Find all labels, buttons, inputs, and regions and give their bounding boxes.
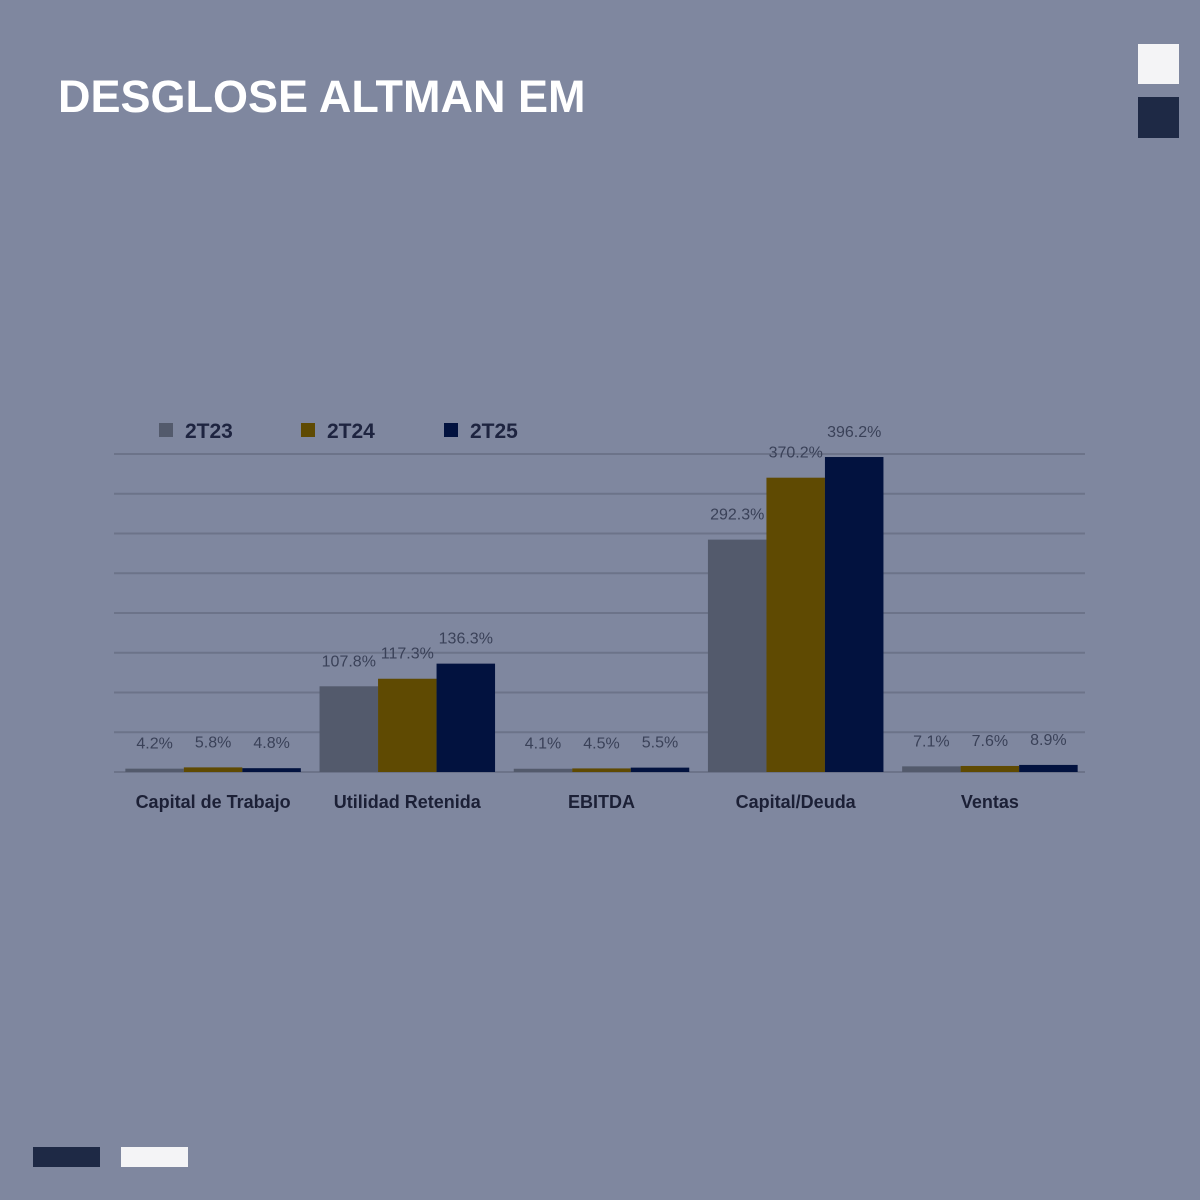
chart-legend: 2T23 2T24 2T25 — [159, 420, 518, 443]
bar — [378, 678, 437, 772]
data-label: 136.3% — [439, 631, 493, 648]
bar — [125, 768, 184, 772]
bar — [242, 768, 301, 772]
legend-swatch — [301, 423, 315, 437]
category-label: EBITDA — [568, 792, 635, 812]
chart-bars — [125, 457, 1078, 772]
bar — [1019, 764, 1078, 772]
bar — [513, 768, 573, 772]
legend-swatch — [444, 423, 458, 437]
category-label: Capital de Trabajo — [136, 792, 291, 812]
category-label: Ventas — [961, 792, 1019, 812]
decorative-square-dark — [1138, 97, 1179, 138]
decorative-bar-dark — [33, 1147, 100, 1167]
data-label: 4.8% — [253, 735, 289, 752]
chart-gridlines — [114, 453, 1085, 773]
decorative-bar-light — [121, 1147, 188, 1167]
chart-category-labels: Capital de Trabajo Utilidad Retenida EBITD… — [136, 792, 1019, 812]
decorative-square-light — [1138, 44, 1179, 84]
bar — [436, 663, 496, 772]
data-label: 4.1% — [525, 736, 561, 753]
data-label: 107.8% — [322, 653, 376, 670]
bar — [319, 686, 379, 772]
chart-data-labels: 4.2% 5.8% 4.8% 107.8% 117.3% 136.3% 4.1% 4.5% 5.… — [136, 424, 1066, 753]
bar — [183, 767, 243, 772]
bar — [766, 477, 825, 772]
data-label: 7.1% — [913, 733, 949, 750]
legend-label: 2T24 — [327, 420, 375, 443]
data-label: 8.9% — [1030, 732, 1066, 749]
data-label: 396.2% — [827, 424, 881, 441]
bar — [902, 766, 961, 772]
page-title: DESGLOSE ALTMAN EM — [58, 71, 586, 122]
bar — [572, 768, 631, 772]
data-label: 5.8% — [195, 734, 231, 751]
legend-label: 2T23 — [185, 420, 233, 443]
bar — [630, 767, 690, 772]
category-label: Capital/Deuda — [736, 792, 857, 812]
legend-swatch — [159, 423, 173, 437]
category-label: Utilidad Retenida — [334, 792, 482, 812]
bar — [707, 539, 767, 772]
data-label: 4.5% — [583, 735, 619, 752]
data-label: 4.2% — [136, 736, 172, 753]
legend-label: 2T25 — [470, 420, 518, 443]
data-label: 117.3% — [381, 646, 434, 663]
data-label: 370.2% — [769, 445, 823, 462]
data-label: 292.3% — [710, 507, 764, 524]
data-label: 7.6% — [972, 733, 1008, 750]
data-label: 5.5% — [642, 735, 678, 752]
bar — [824, 457, 884, 772]
bar — [960, 765, 1020, 772]
